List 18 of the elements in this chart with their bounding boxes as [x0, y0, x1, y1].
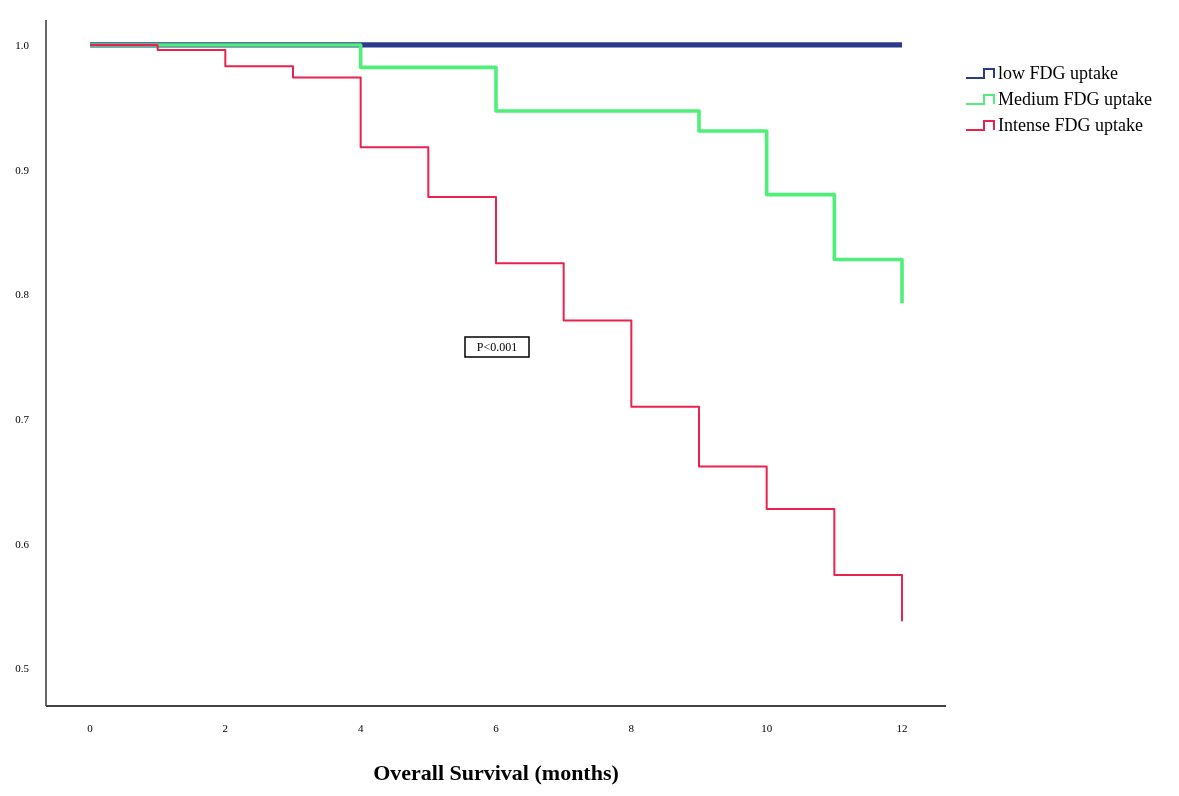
y-tick-label: 1.0: [15, 38, 30, 51]
annotation: P<0.001: [476, 340, 518, 355]
x-axis-title: Overall Survival (months): [373, 760, 619, 785]
y-tick-label: 0.7: [15, 412, 30, 425]
x-tick-label: 12: [896, 722, 908, 734]
x-tick-label: 10: [761, 722, 773, 734]
x-tick-label: 2: [222, 722, 229, 734]
legend-label: Intense FDG uptake: [998, 115, 1143, 136]
x-tick-label: 8: [628, 722, 635, 734]
y-tick-label: 0.9: [15, 163, 30, 176]
legend-label: Medium FDG uptake: [998, 89, 1152, 110]
y-tick-label: 0.6: [15, 537, 30, 550]
x-tick-label: 4: [357, 722, 364, 734]
y-tick-label: 0.5: [15, 662, 30, 675]
legend-label: low FDG uptake: [998, 63, 1118, 84]
x-tick-label: 0: [87, 722, 94, 734]
x-tick-label: 6: [493, 722, 500, 734]
y-tick-label: 0.8: [15, 288, 30, 301]
